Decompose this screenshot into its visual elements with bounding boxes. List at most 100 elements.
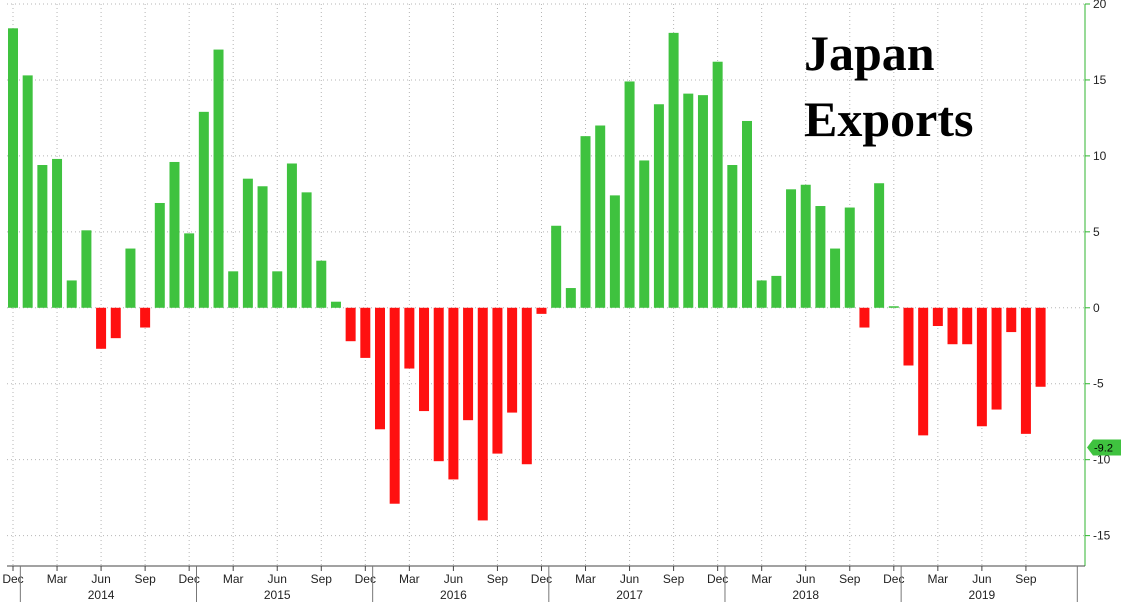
bar: [991, 307, 1002, 410]
year-label: 2017: [616, 588, 643, 602]
x-tick-label: Sep: [663, 572, 685, 586]
y-tick-label: 20: [1093, 0, 1107, 11]
x-tick-label: Sep: [134, 572, 156, 586]
bar-series: [8, 28, 1046, 521]
bar: [330, 301, 341, 308]
bar: [213, 49, 224, 308]
bar: [125, 248, 136, 308]
bar: [624, 81, 635, 308]
chart-title-line-1: Japan: [804, 25, 935, 81]
bar: [301, 192, 312, 308]
bar: [257, 186, 268, 308]
x-tick-label: Jun: [620, 572, 639, 586]
x-tick-label: Jun: [268, 572, 287, 586]
x-tick-label: Sep: [1015, 572, 1037, 586]
y-tick-label: -10: [1093, 453, 1111, 467]
bar: [595, 125, 606, 308]
bar: [184, 233, 195, 308]
x-tick-label: Dec: [531, 572, 552, 586]
x-tick-label: Jun: [91, 572, 110, 586]
bar: [375, 307, 385, 430]
x-tick-label: Jun: [796, 572, 815, 586]
bar: [154, 202, 165, 308]
bar: [1020, 307, 1031, 434]
bar: [316, 260, 327, 308]
bar: [96, 307, 107, 349]
bar: [52, 158, 63, 308]
bar: [110, 307, 121, 339]
x-tick-label: Dec: [178, 572, 199, 586]
last-value-badge: -9.2: [1087, 439, 1121, 456]
bar: [1035, 307, 1046, 387]
bar: [903, 307, 914, 366]
bar: [81, 230, 92, 308]
bar: [800, 184, 811, 308]
bar: [272, 271, 283, 308]
x-tick-label: Dec: [355, 572, 376, 586]
y-tick-label: 10: [1093, 149, 1107, 163]
bar: [1006, 307, 1017, 333]
bar: [742, 120, 752, 308]
bar: [565, 288, 576, 308]
bar: [551, 225, 562, 308]
last-value-label: -9.2: [1094, 443, 1113, 455]
bar: [242, 178, 253, 308]
y-tick-label: -15: [1093, 529, 1111, 543]
bar: [360, 307, 371, 358]
bar: [697, 95, 708, 308]
chart-title-line-2: Exports: [804, 91, 973, 147]
bar: [286, 163, 297, 308]
year-label: 2018: [792, 588, 819, 602]
bar: [448, 307, 459, 480]
bar: [609, 195, 620, 308]
bar: [756, 280, 767, 308]
bar: [771, 275, 782, 308]
bar: [521, 307, 532, 465]
bar: [345, 307, 356, 342]
x-tick-label: Mar: [928, 572, 949, 586]
bar: [888, 306, 899, 308]
bar: [727, 165, 738, 308]
bar: [947, 307, 958, 345]
year-label: 2015: [264, 588, 291, 602]
bar: [844, 207, 855, 308]
y-tick-label: -5: [1093, 377, 1104, 391]
x-tick-label: Mar: [575, 572, 596, 586]
x-tick-label: Dec: [883, 572, 904, 586]
y-tick-label: 5: [1093, 225, 1100, 239]
x-axis: Dec Mar Jun Sep Dec Mar Jun Sep Dec Mar Jun Sep Dec M…: [2, 565, 1085, 602]
bar: [169, 161, 180, 308]
bar: [683, 93, 694, 308]
bar: [786, 189, 797, 308]
bar: [874, 183, 885, 308]
bar: [8, 28, 18, 308]
bar: [830, 248, 841, 308]
bar: [477, 307, 488, 521]
bar: [962, 307, 973, 345]
bar: [198, 111, 209, 308]
x-tick-label: Mar: [751, 572, 772, 586]
bar: [140, 307, 151, 328]
bar: [507, 307, 518, 413]
x-tick-label: Jun: [972, 572, 991, 586]
bar: [419, 307, 430, 412]
bar: [668, 32, 679, 308]
x-tick-label: Dec: [707, 572, 728, 586]
bar: [580, 136, 591, 308]
x-tick-label: Sep: [311, 572, 333, 586]
bar: [492, 307, 503, 454]
y-tick-label: 15: [1093, 73, 1107, 87]
bar: [463, 307, 474, 421]
bar: [653, 104, 664, 308]
bar: [433, 307, 444, 462]
bar: [404, 307, 415, 369]
bar: [536, 307, 547, 314]
chart-title: Japan Exports: [804, 25, 973, 147]
last-value-badge-shape: [1087, 439, 1121, 456]
year-label: 2016: [440, 588, 467, 602]
bar: [976, 307, 987, 427]
bar: [228, 271, 239, 308]
bar: [932, 307, 943, 327]
bar: [712, 61, 723, 308]
